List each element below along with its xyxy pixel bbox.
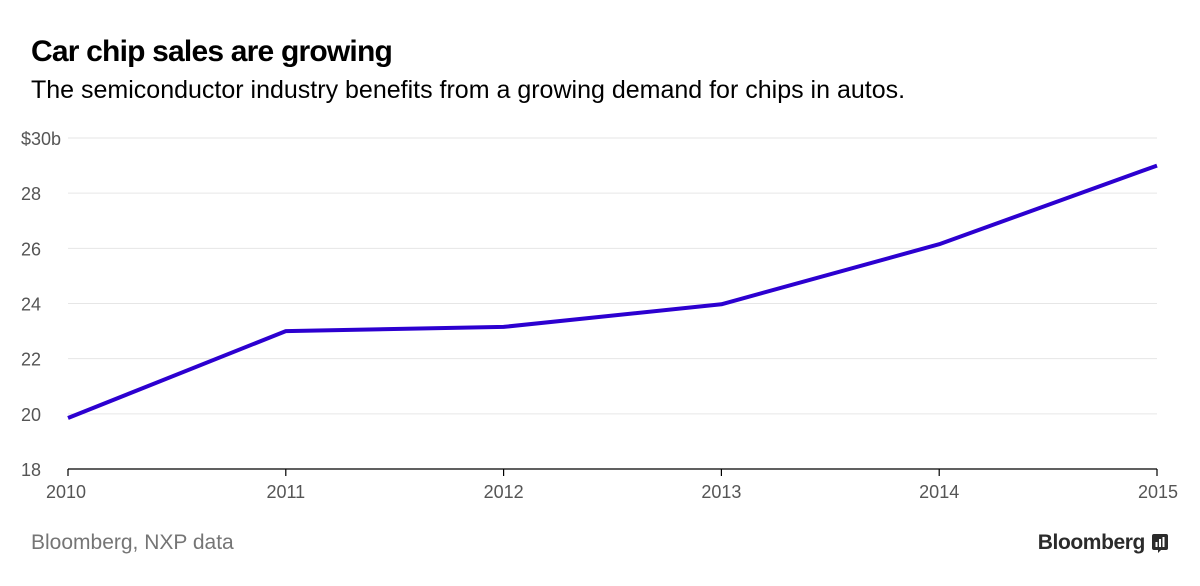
x-axis-tick-labels: 2010 2011 2012 2013 2014 2015 xyxy=(46,482,1178,502)
grid-lines xyxy=(68,137,1157,415)
series-line xyxy=(67,163,1158,420)
y-tick-label: 28 xyxy=(21,184,41,204)
chart-title: Car chip sales are growing xyxy=(31,35,393,68)
brand-name: Bloomberg xyxy=(1037,531,1146,554)
y-tick-label: 24 xyxy=(21,295,41,315)
x-axis xyxy=(67,468,1158,476)
y-axis-tick-labels: 18 20 22 24 26 28 $30b xyxy=(21,129,61,480)
y-tick-label: 22 xyxy=(21,350,41,370)
x-tick-label: 2011 xyxy=(266,482,305,502)
y-tick-label: 18 xyxy=(21,460,41,480)
x-tick-label: 2013 xyxy=(701,482,741,502)
series-layer xyxy=(67,163,1158,420)
x-tick-label: 2010 xyxy=(46,482,86,502)
brand-logo: Bloomberg xyxy=(1038,529,1169,557)
y-tick-label: $30b xyxy=(21,129,61,149)
x-tick-label: 2015 xyxy=(1138,482,1178,502)
x-tick-label: 2014 xyxy=(919,482,959,502)
chart-subtitle: The semiconductor industry benefits from… xyxy=(31,76,906,104)
x-tick-label: 2012 xyxy=(484,482,524,502)
source-note: Bloomberg, NXP data xyxy=(31,531,234,554)
y-tick-label: 20 xyxy=(21,405,41,425)
y-tick-label: 26 xyxy=(21,239,41,259)
bloomberg-terminal-icon xyxy=(1152,534,1168,553)
